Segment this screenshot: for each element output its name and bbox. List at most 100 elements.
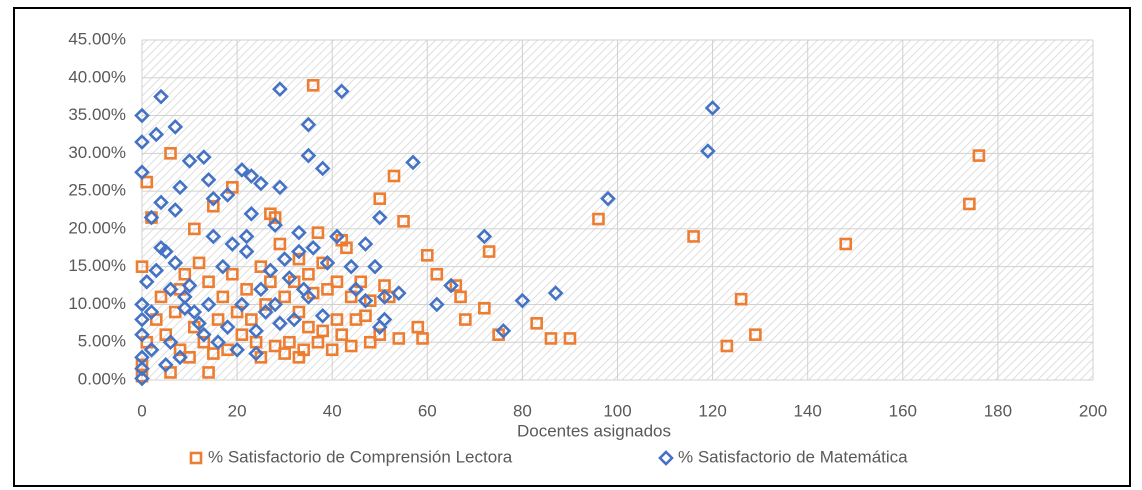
point bbox=[238, 228, 255, 245]
legend-label: % Satisfactorio de Matemática bbox=[678, 447, 908, 466]
point bbox=[248, 323, 264, 339]
point bbox=[443, 277, 459, 294]
point bbox=[134, 296, 150, 313]
point bbox=[311, 226, 325, 239]
point bbox=[235, 328, 249, 341]
point bbox=[411, 320, 425, 334]
point bbox=[839, 237, 853, 251]
point bbox=[153, 194, 169, 211]
point bbox=[224, 236, 241, 252]
point bbox=[134, 370, 150, 387]
point bbox=[459, 313, 472, 326]
point bbox=[257, 304, 274, 320]
point bbox=[191, 315, 207, 332]
point bbox=[207, 347, 220, 360]
point bbox=[592, 212, 605, 226]
x-tick-label: 60 bbox=[418, 401, 437, 420]
point bbox=[387, 169, 401, 183]
point bbox=[972, 149, 986, 162]
point bbox=[302, 267, 315, 281]
y-tick-label: 45.00% bbox=[68, 29, 126, 48]
point bbox=[278, 347, 291, 360]
x-tick-label: 180 bbox=[984, 401, 1012, 420]
y-tick-label: 25.00% bbox=[68, 181, 126, 200]
point bbox=[197, 335, 211, 349]
point bbox=[281, 270, 298, 286]
point bbox=[286, 311, 302, 328]
point bbox=[162, 334, 179, 351]
point bbox=[148, 126, 165, 143]
point bbox=[253, 175, 269, 192]
point bbox=[172, 349, 188, 366]
point bbox=[476, 228, 493, 245]
point bbox=[148, 262, 165, 279]
point bbox=[478, 301, 491, 315]
point bbox=[291, 243, 307, 260]
point bbox=[173, 343, 187, 357]
point bbox=[302, 320, 315, 334]
point bbox=[397, 215, 410, 228]
point bbox=[297, 343, 310, 357]
point bbox=[210, 334, 226, 351]
point bbox=[267, 217, 283, 233]
point bbox=[248, 345, 264, 362]
point bbox=[300, 289, 317, 305]
point bbox=[547, 285, 564, 301]
point bbox=[687, 230, 700, 243]
point bbox=[482, 245, 496, 258]
point bbox=[167, 202, 184, 218]
point bbox=[306, 79, 320, 92]
point bbox=[367, 258, 383, 275]
point bbox=[167, 255, 184, 271]
y-tick-label: 30.00% bbox=[68, 143, 126, 162]
point bbox=[205, 228, 222, 245]
point bbox=[200, 171, 217, 188]
y-tick-label: 35.00% bbox=[68, 105, 126, 124]
point bbox=[135, 260, 149, 273]
point bbox=[319, 255, 336, 271]
point bbox=[214, 258, 231, 275]
point bbox=[335, 328, 349, 341]
point bbox=[202, 275, 215, 289]
point bbox=[188, 222, 201, 236]
point bbox=[340, 241, 353, 255]
x-tick-label: 40 bbox=[323, 401, 342, 420]
point bbox=[305, 239, 322, 256]
point bbox=[371, 319, 388, 335]
point bbox=[405, 154, 421, 171]
point bbox=[143, 304, 160, 320]
point bbox=[200, 296, 217, 313]
point bbox=[430, 267, 444, 281]
point bbox=[138, 273, 155, 290]
point bbox=[192, 256, 206, 270]
point bbox=[514, 292, 531, 309]
point bbox=[211, 313, 225, 326]
point bbox=[316, 324, 329, 338]
point bbox=[382, 290, 396, 304]
point bbox=[195, 149, 212, 165]
point bbox=[276, 251, 293, 267]
point bbox=[140, 175, 154, 189]
point bbox=[272, 315, 288, 332]
point bbox=[134, 164, 150, 181]
point bbox=[238, 243, 255, 260]
x-tick-label: 140 bbox=[794, 401, 822, 420]
y-tick-label: 20.00% bbox=[68, 218, 126, 237]
point bbox=[267, 296, 283, 313]
point bbox=[316, 256, 329, 270]
point bbox=[240, 283, 253, 296]
point bbox=[272, 179, 288, 196]
point bbox=[245, 313, 258, 326]
x-axis-title: Docentes asignados bbox=[517, 421, 671, 440]
x-tick-label: 200 bbox=[1079, 401, 1107, 420]
point bbox=[143, 209, 160, 226]
point bbox=[373, 328, 387, 341]
point bbox=[268, 339, 282, 353]
x-tick-label: 20 bbox=[228, 401, 247, 420]
point bbox=[363, 335, 377, 349]
grid bbox=[141, 39, 1094, 381]
point bbox=[600, 190, 616, 207]
point bbox=[154, 290, 168, 304]
point bbox=[254, 260, 268, 273]
